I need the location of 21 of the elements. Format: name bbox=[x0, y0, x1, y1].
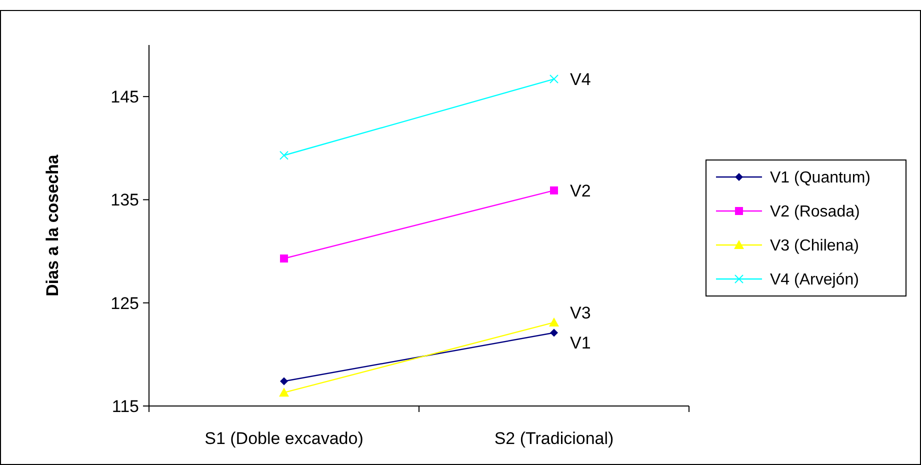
annotation: V2 bbox=[570, 181, 591, 200]
annotation: V4 bbox=[570, 70, 591, 89]
point bbox=[280, 377, 288, 386]
legend-label: V1 (Quantum) bbox=[770, 170, 870, 187]
y-tick-label: 135 bbox=[110, 190, 139, 210]
y-tick-label: 115 bbox=[112, 396, 139, 416]
legend-label: V2 (Rosada) bbox=[770, 204, 860, 221]
y-tick-label: 145 bbox=[110, 88, 139, 107]
x-tick-label: S1 (Doble excavado) bbox=[204, 429, 364, 448]
y-axis-title: Dias a la cosecha bbox=[43, 154, 62, 296]
y-tick-label: 125 bbox=[110, 294, 139, 313]
annotation: V1 bbox=[570, 334, 591, 353]
x-tick-label: S2 (Tradicional) bbox=[494, 429, 614, 448]
legend-label: V4 (Arvejón) bbox=[770, 272, 859, 289]
legend-label: V3 (Chilena) bbox=[770, 238, 859, 255]
point bbox=[550, 328, 558, 337]
point bbox=[280, 150, 288, 160]
point bbox=[280, 254, 288, 263]
annotation: V3 bbox=[570, 304, 591, 323]
point bbox=[550, 74, 558, 84]
point bbox=[550, 186, 558, 194]
